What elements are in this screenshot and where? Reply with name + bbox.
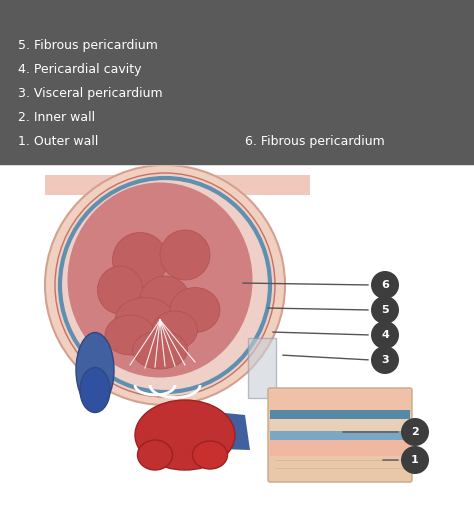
Ellipse shape [98, 266, 143, 314]
Ellipse shape [80, 367, 110, 412]
Ellipse shape [55, 173, 275, 397]
Ellipse shape [137, 440, 173, 470]
Polygon shape [190, 410, 250, 450]
Text: 2. Inner wall: 2. Inner wall [18, 111, 95, 124]
Text: 5: 5 [381, 305, 389, 315]
Circle shape [401, 446, 429, 474]
Text: 6: 6 [381, 280, 389, 290]
Circle shape [371, 271, 399, 299]
Text: 4. Pericardial cavity: 4. Pericardial cavity [18, 63, 142, 76]
Ellipse shape [76, 333, 114, 407]
Circle shape [401, 418, 429, 446]
Text: 5. Fibrous pericardium: 5. Fibrous pericardium [18, 39, 158, 52]
Ellipse shape [192, 441, 228, 469]
Bar [248, 338, 276, 398]
Ellipse shape [115, 298, 175, 342]
Ellipse shape [160, 230, 210, 280]
Text: 1: 1 [411, 455, 419, 465]
Bar [270, 390, 410, 410]
Text: 3. Visceral pericardium: 3. Visceral pericardium [18, 87, 163, 100]
Bar [270, 419, 410, 430]
Ellipse shape [135, 400, 235, 470]
Text: 4: 4 [381, 330, 389, 340]
Text: 6. Fibrous pericardium: 6. Fibrous pericardium [245, 135, 385, 148]
Ellipse shape [67, 182, 253, 377]
Ellipse shape [45, 165, 285, 405]
Bar [270, 410, 410, 419]
Ellipse shape [153, 311, 198, 349]
Ellipse shape [112, 233, 167, 288]
Ellipse shape [105, 315, 155, 355]
Circle shape [371, 346, 399, 374]
Bar [0, 0, 474, 165]
Text: 1. Outer wall: 1. Outer wall [18, 135, 99, 148]
Ellipse shape [170, 288, 220, 333]
Bar [270, 430, 410, 439]
Text: 2: 2 [411, 427, 419, 437]
Circle shape [371, 296, 399, 324]
Ellipse shape [140, 276, 190, 324]
Circle shape [371, 321, 399, 349]
Bar [270, 439, 410, 456]
Polygon shape [45, 175, 310, 195]
Text: 3: 3 [381, 355, 389, 365]
Ellipse shape [133, 331, 188, 369]
FancyBboxPatch shape [268, 388, 412, 482]
